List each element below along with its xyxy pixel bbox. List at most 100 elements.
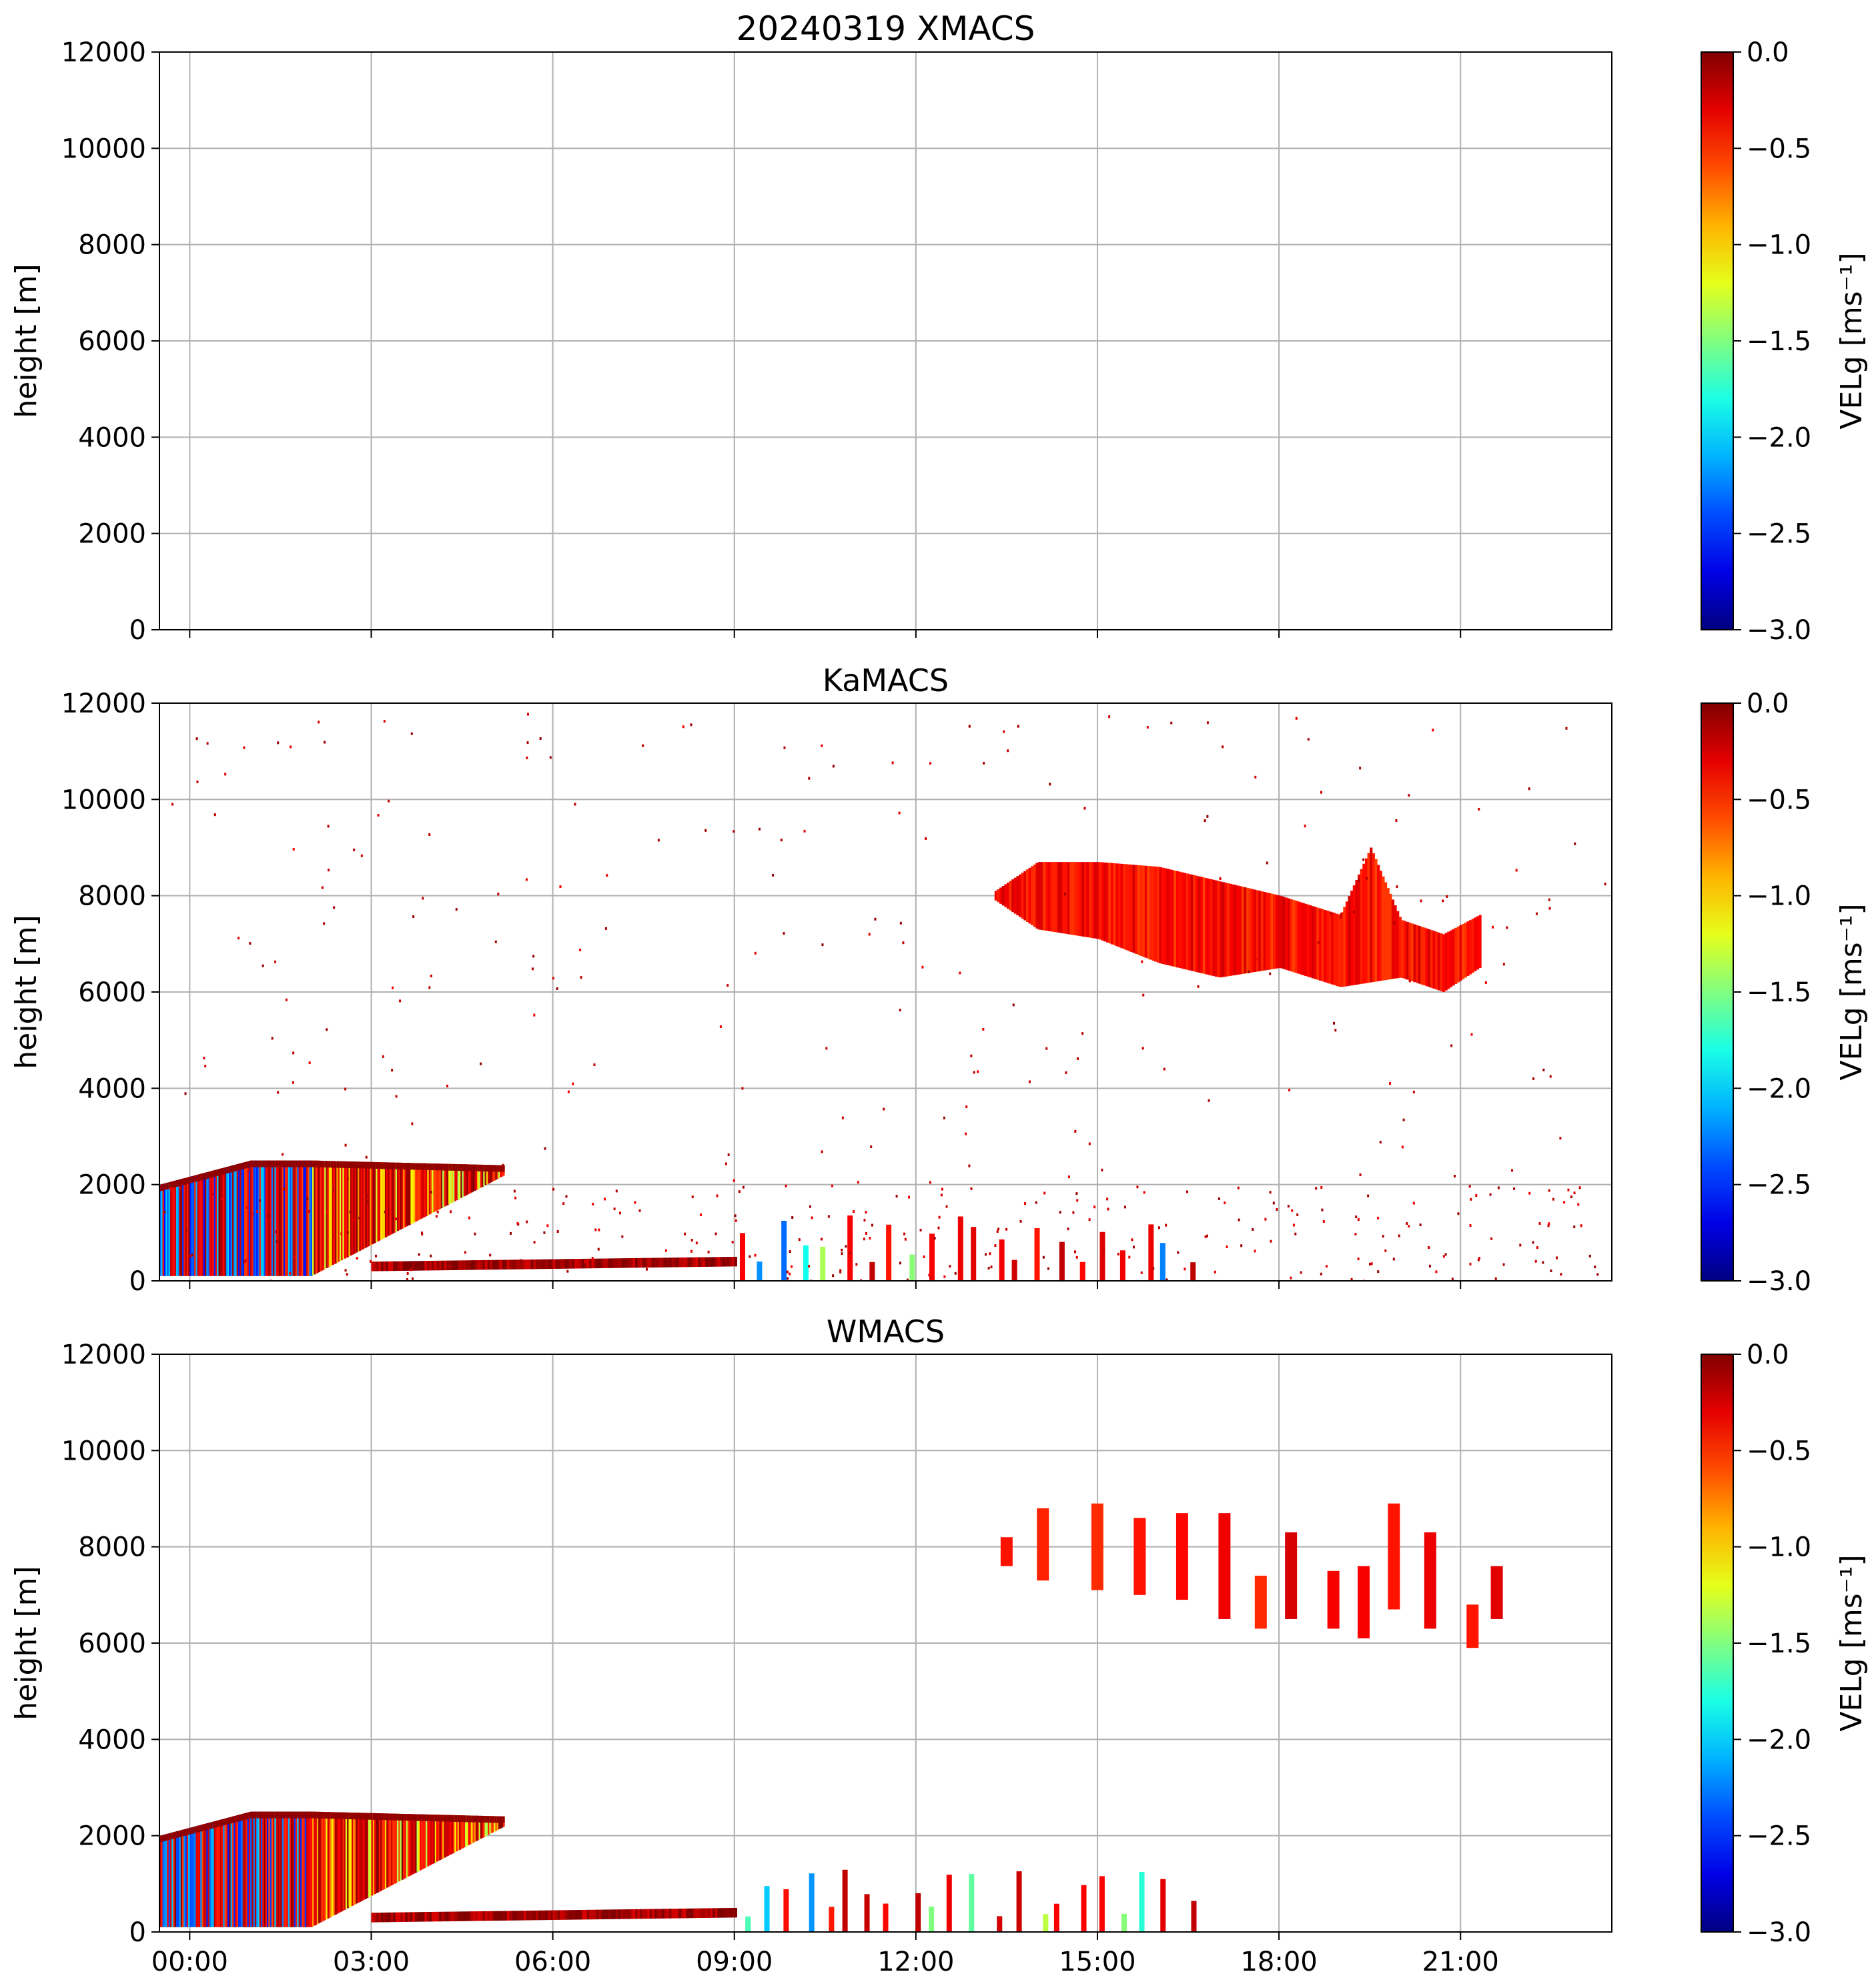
velocity-speck <box>1475 1194 1478 1197</box>
velocity-column <box>734 1256 737 1267</box>
velocity-speck <box>468 1216 470 1219</box>
velocity-column <box>661 1258 665 1268</box>
velocity-column <box>729 1908 733 1918</box>
velocity-column <box>1200 877 1204 973</box>
velocity-speck <box>163 1211 166 1214</box>
cloud-top-edge <box>297 1160 300 1167</box>
velocity-column <box>462 1164 464 1197</box>
velocity-column <box>1229 883 1232 976</box>
velocity-speck <box>621 1235 624 1238</box>
cloud-top-edge <box>404 1163 407 1170</box>
cloud-top-edge <box>397 1162 399 1169</box>
cloud-top-edge <box>459 1164 461 1171</box>
velocity-speck <box>606 874 608 877</box>
velocity-column <box>1314 907 1317 979</box>
velocity-speck <box>1291 1209 1294 1212</box>
velocity-column <box>354 1161 357 1254</box>
velocity-column <box>310 1811 313 1927</box>
velocity-column <box>383 1912 386 1923</box>
velocity-speck <box>1515 869 1518 872</box>
velocity-speck <box>411 1277 414 1280</box>
colorbar-label: VELg [ms⁻¹] <box>1835 1554 1869 1731</box>
velocity-column <box>1071 862 1075 935</box>
velocity-column <box>999 887 1003 904</box>
cloud-top-edge <box>242 1813 245 1821</box>
velocity-column <box>516 1260 520 1270</box>
velocity-column <box>480 1815 482 1839</box>
velocity-column <box>465 1911 469 1921</box>
velocity-column <box>219 1819 222 1927</box>
velocity-column <box>637 1909 640 1919</box>
velocity-speck <box>293 1255 296 1258</box>
velocity-column <box>321 1160 324 1271</box>
velocity-column <box>434 1260 438 1271</box>
velocity-column <box>1181 872 1184 969</box>
velocity-column <box>725 1257 728 1267</box>
cloud-top-edge <box>308 1160 310 1167</box>
velocity-column <box>412 1163 414 1223</box>
velocity-speck <box>785 1184 787 1187</box>
cloud-top-edge <box>217 1169 219 1176</box>
velocity-column <box>169 1181 172 1276</box>
y-tick-label: 10000 <box>61 133 146 164</box>
velocity-speck <box>929 1276 932 1280</box>
velocity-column <box>168 1182 171 1276</box>
cloud-top-edge <box>283 1160 286 1167</box>
velocity-speck <box>349 1210 352 1213</box>
velocity-column <box>194 1826 197 1927</box>
velocity-speck <box>1208 1099 1210 1102</box>
cloud-top-edge <box>494 1165 496 1172</box>
velocity-column <box>398 1912 401 1923</box>
velocity-column <box>267 1811 269 1927</box>
velocity-column <box>1260 891 1264 971</box>
velocity-speck <box>384 1210 386 1213</box>
velocity-speck <box>324 740 326 744</box>
cloud-top-edge <box>174 1831 177 1839</box>
velocity-column <box>242 1162 245 1276</box>
velocity-column <box>280 1160 283 1276</box>
velocity-column <box>1251 889 1254 973</box>
velocity-column <box>1321 909 1324 982</box>
velocity-column <box>482 1164 484 1187</box>
velocity-column <box>445 1815 448 1857</box>
velocity-cell <box>820 1246 826 1281</box>
velocity-column <box>382 1162 384 1239</box>
velocity-speck <box>1555 1256 1558 1260</box>
cloud-top-edge <box>384 1813 387 1821</box>
velocity-cell <box>864 1894 870 1932</box>
velocity-column <box>454 1815 457 1853</box>
velocity-column <box>300 1811 302 1927</box>
velocity-speck <box>1012 1003 1015 1007</box>
x-tick-label: 00:00 <box>151 1947 228 1977</box>
velocity-column <box>390 1162 393 1235</box>
velocity-column <box>1193 875 1196 972</box>
velocity-speck <box>179 1186 181 1189</box>
cloud-top-edge <box>436 1163 438 1171</box>
cloud-top-edge <box>285 1160 288 1167</box>
cloud-top-edge <box>422 1163 425 1170</box>
cloud-top-edge <box>306 1811 308 1819</box>
velocity-column <box>188 1828 190 1927</box>
velocity-speck <box>1237 1186 1240 1189</box>
velocity-strip <box>1218 1513 1231 1619</box>
velocity-speck <box>857 1181 859 1184</box>
cloud-top-edge <box>501 1165 504 1172</box>
velocity-column <box>536 1259 539 1270</box>
velocity-column <box>186 1177 189 1276</box>
velocity-speck <box>987 1266 990 1270</box>
velocity-speck <box>1366 877 1368 880</box>
velocity-column <box>1163 868 1167 965</box>
velocity-speck <box>592 1203 594 1206</box>
velocity-column <box>634 1258 638 1268</box>
cloud-top-edge <box>450 1163 452 1171</box>
velocity-column <box>302 1811 304 1927</box>
cloud-top-edge <box>273 1811 275 1819</box>
velocity-column <box>1476 916 1480 970</box>
velocity-column <box>475 1164 478 1190</box>
velocity-speck <box>841 1252 843 1256</box>
velocity-column <box>465 1815 467 1847</box>
velocity-column <box>283 1811 286 1927</box>
velocity-cell <box>745 1916 751 1932</box>
cloud-top-edge <box>256 1160 259 1167</box>
